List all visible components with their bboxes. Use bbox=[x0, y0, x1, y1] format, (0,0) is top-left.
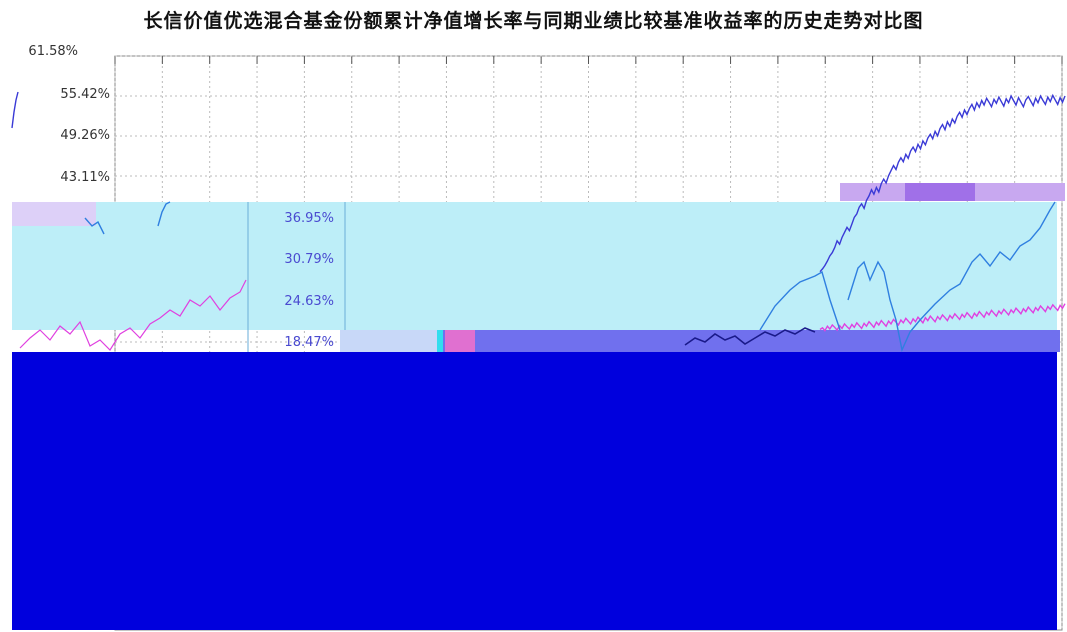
glitch-cyan-sliver bbox=[437, 330, 443, 352]
glitch-cyan-band bbox=[12, 202, 1057, 330]
y-tick-label: 61.58% bbox=[28, 44, 78, 59]
glitch-strip-top bbox=[340, 330, 1060, 352]
series-layer bbox=[11, 91, 1066, 353]
y-tick-label: 24.63% bbox=[284, 294, 334, 309]
glitch-blue-band bbox=[12, 352, 1057, 630]
series-fragment bbox=[157, 201, 171, 227]
series-fragment-dark bbox=[684, 327, 816, 346]
chart-title: 长信价值优选混合基金份额累计净值增长率与同期业绩比较基准收益率的历史走势对比图 bbox=[143, 10, 924, 32]
series-fragment bbox=[759, 270, 841, 331]
glitch-lavender-patch bbox=[12, 202, 96, 226]
y-tick-label: 18.47% bbox=[284, 335, 334, 350]
y-tick-label: 30.79% bbox=[284, 252, 334, 267]
glitch-pink-sliver bbox=[445, 330, 475, 352]
series-line-fund bbox=[819, 93, 1066, 273]
series-line-benchmark bbox=[819, 303, 1066, 332]
series-fragment bbox=[84, 217, 105, 235]
glitch-purple-block bbox=[905, 183, 975, 201]
tick-layer: 61.58% 55.42% 49.26% 43.11% 36.95% 30.79% 24.6… bbox=[28, 44, 334, 350]
y-tick-label: 43.11% bbox=[60, 170, 110, 185]
y-tick-label: 55.42% bbox=[60, 87, 110, 102]
series-fragment-benchmark bbox=[19, 279, 247, 351]
glitch-layer bbox=[12, 183, 1065, 630]
y-tick-label: 49.26% bbox=[60, 128, 110, 143]
y-tick-label: 36.95% bbox=[284, 211, 334, 226]
series-fragment bbox=[11, 91, 19, 129]
series-fragment bbox=[847, 201, 1056, 353]
glitch-strip-light bbox=[340, 330, 440, 352]
